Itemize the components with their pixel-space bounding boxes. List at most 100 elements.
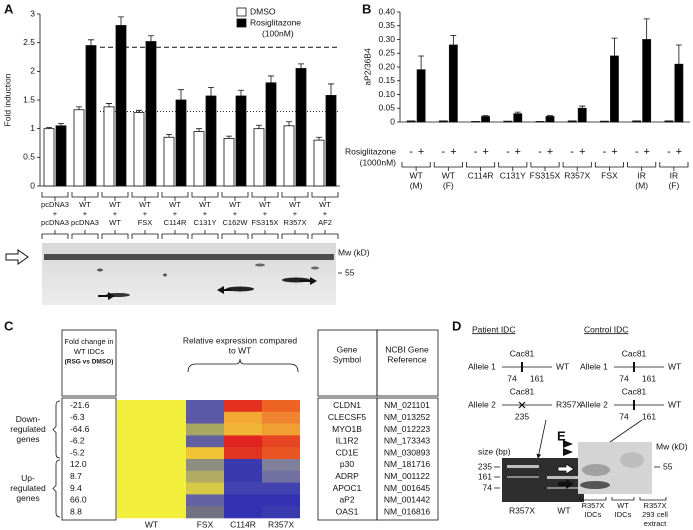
fold-change: 9.4: [70, 483, 82, 493]
table-header: Gene: [337, 344, 358, 354]
western-blot: [557, 440, 667, 501]
lane-label: IDCs: [585, 510, 602, 519]
fragment: 235: [515, 411, 529, 421]
x-tick-label: WT: [319, 200, 331, 209]
bracket: [281, 230, 309, 239]
column-label: C114R: [230, 519, 256, 529]
series-sign: -: [506, 146, 510, 158]
bar: [632, 120, 642, 123]
bar: [481, 116, 490, 123]
blot-marker-label: Mw (kD): [338, 247, 370, 257]
panel-label: E: [557, 428, 566, 443]
lane-label: R357X: [582, 501, 605, 510]
x-tick-label: WT: [442, 170, 455, 180]
series-sign: +: [579, 146, 585, 158]
heatmap-cell: [224, 494, 262, 507]
x-tick-label: +: [293, 209, 298, 218]
legend-swatch: [236, 18, 247, 28]
error-bar: [286, 121, 292, 126]
result: WT: [668, 361, 681, 371]
error-bar: [166, 134, 172, 138]
series-sign: -: [409, 146, 413, 158]
table-box: [61, 329, 117, 397]
gene-reference: NM_001122: [384, 471, 430, 481]
x-tick-label: pcDNA3: [41, 218, 69, 227]
error-bar: [46, 127, 52, 129]
error-bar: [226, 135, 232, 139]
fold-change: -6.2: [70, 436, 85, 446]
brace: [187, 358, 299, 373]
heatmap-cell: [186, 494, 224, 507]
fragment: 74: [507, 373, 517, 383]
bar: [193, 131, 205, 187]
gel-lane: WT: [557, 505, 570, 515]
result: R357X: [556, 399, 582, 409]
bar: [567, 120, 577, 123]
panel-label: B: [362, 1, 371, 16]
x-tick-label: C114R: [164, 218, 187, 227]
heatmap-cell: [262, 482, 300, 495]
error-bar: [196, 128, 202, 132]
gene-reference: NM_021101: [384, 400, 430, 410]
bar: [235, 95, 247, 187]
table-box: [61, 397, 117, 521]
bar: [283, 125, 295, 187]
y-tick-label: 0.5: [23, 152, 35, 162]
error-bar: [418, 55, 425, 70]
table-header: to WT: [229, 345, 252, 355]
x-tick-label: FSX: [138, 218, 153, 227]
x-tick-label: pcDNA3: [71, 218, 99, 227]
bar: [175, 99, 187, 187]
error-bar: [118, 16, 124, 26]
series-sign: -: [474, 146, 478, 158]
series-label: Rosiglitazone: [345, 146, 396, 156]
x-tick-label: (F): [668, 180, 679, 190]
series-sign: +: [676, 146, 682, 158]
bracket: [41, 230, 69, 239]
bracket: [161, 230, 189, 239]
bar: [103, 106, 115, 187]
gene-symbol: CLDN1: [333, 400, 361, 410]
bar: [471, 121, 480, 123]
gel-lane: R357X: [509, 505, 535, 515]
bar: [577, 107, 587, 123]
series-label: (1000nM): [360, 157, 397, 167]
x-tick-label: WT: [289, 200, 301, 209]
error-bar: [547, 115, 553, 117]
bracket: [311, 230, 339, 239]
bar: [674, 63, 684, 123]
error-bar: [675, 44, 682, 65]
bracket: [131, 230, 159, 239]
fold-change: 12.0: [70, 459, 87, 469]
fold-change: -5.2: [70, 447, 85, 457]
y-tick-label: 1.5: [23, 94, 35, 104]
bracket: [466, 162, 496, 171]
series-sign: +: [611, 146, 617, 158]
error-bar: [611, 37, 618, 56]
heatmap-cell: [224, 470, 262, 483]
bar: [163, 136, 175, 187]
error-bar: [514, 111, 521, 114]
heatmap-cell: [262, 459, 300, 472]
gene-symbol: OAS1: [336, 506, 359, 516]
x-tick-label: AF2: [318, 218, 332, 227]
heatmap-cell: [117, 470, 186, 483]
allele-lines: [502, 362, 664, 461]
bracket: [221, 192, 249, 201]
column-label: WT: [145, 519, 158, 529]
gene-symbol: p30: [340, 459, 354, 469]
x-tick-label: pcDNA3: [41, 200, 69, 209]
heatmap-cell: [224, 482, 262, 495]
bracket: [251, 192, 279, 201]
error-bar: [76, 106, 82, 110]
gel: [494, 458, 584, 502]
heatmap-cell: [224, 423, 262, 436]
site-label: Cac81: [622, 386, 647, 396]
error-bar: [268, 75, 274, 83]
legend-swatch: [236, 7, 247, 17]
legend-label: DMSO: [250, 6, 276, 16]
heatmap-cell: [186, 470, 224, 483]
heatmap-cell: [117, 411, 186, 424]
table-header: Relative expression compared: [183, 335, 298, 345]
gel-size: 74: [483, 482, 493, 492]
